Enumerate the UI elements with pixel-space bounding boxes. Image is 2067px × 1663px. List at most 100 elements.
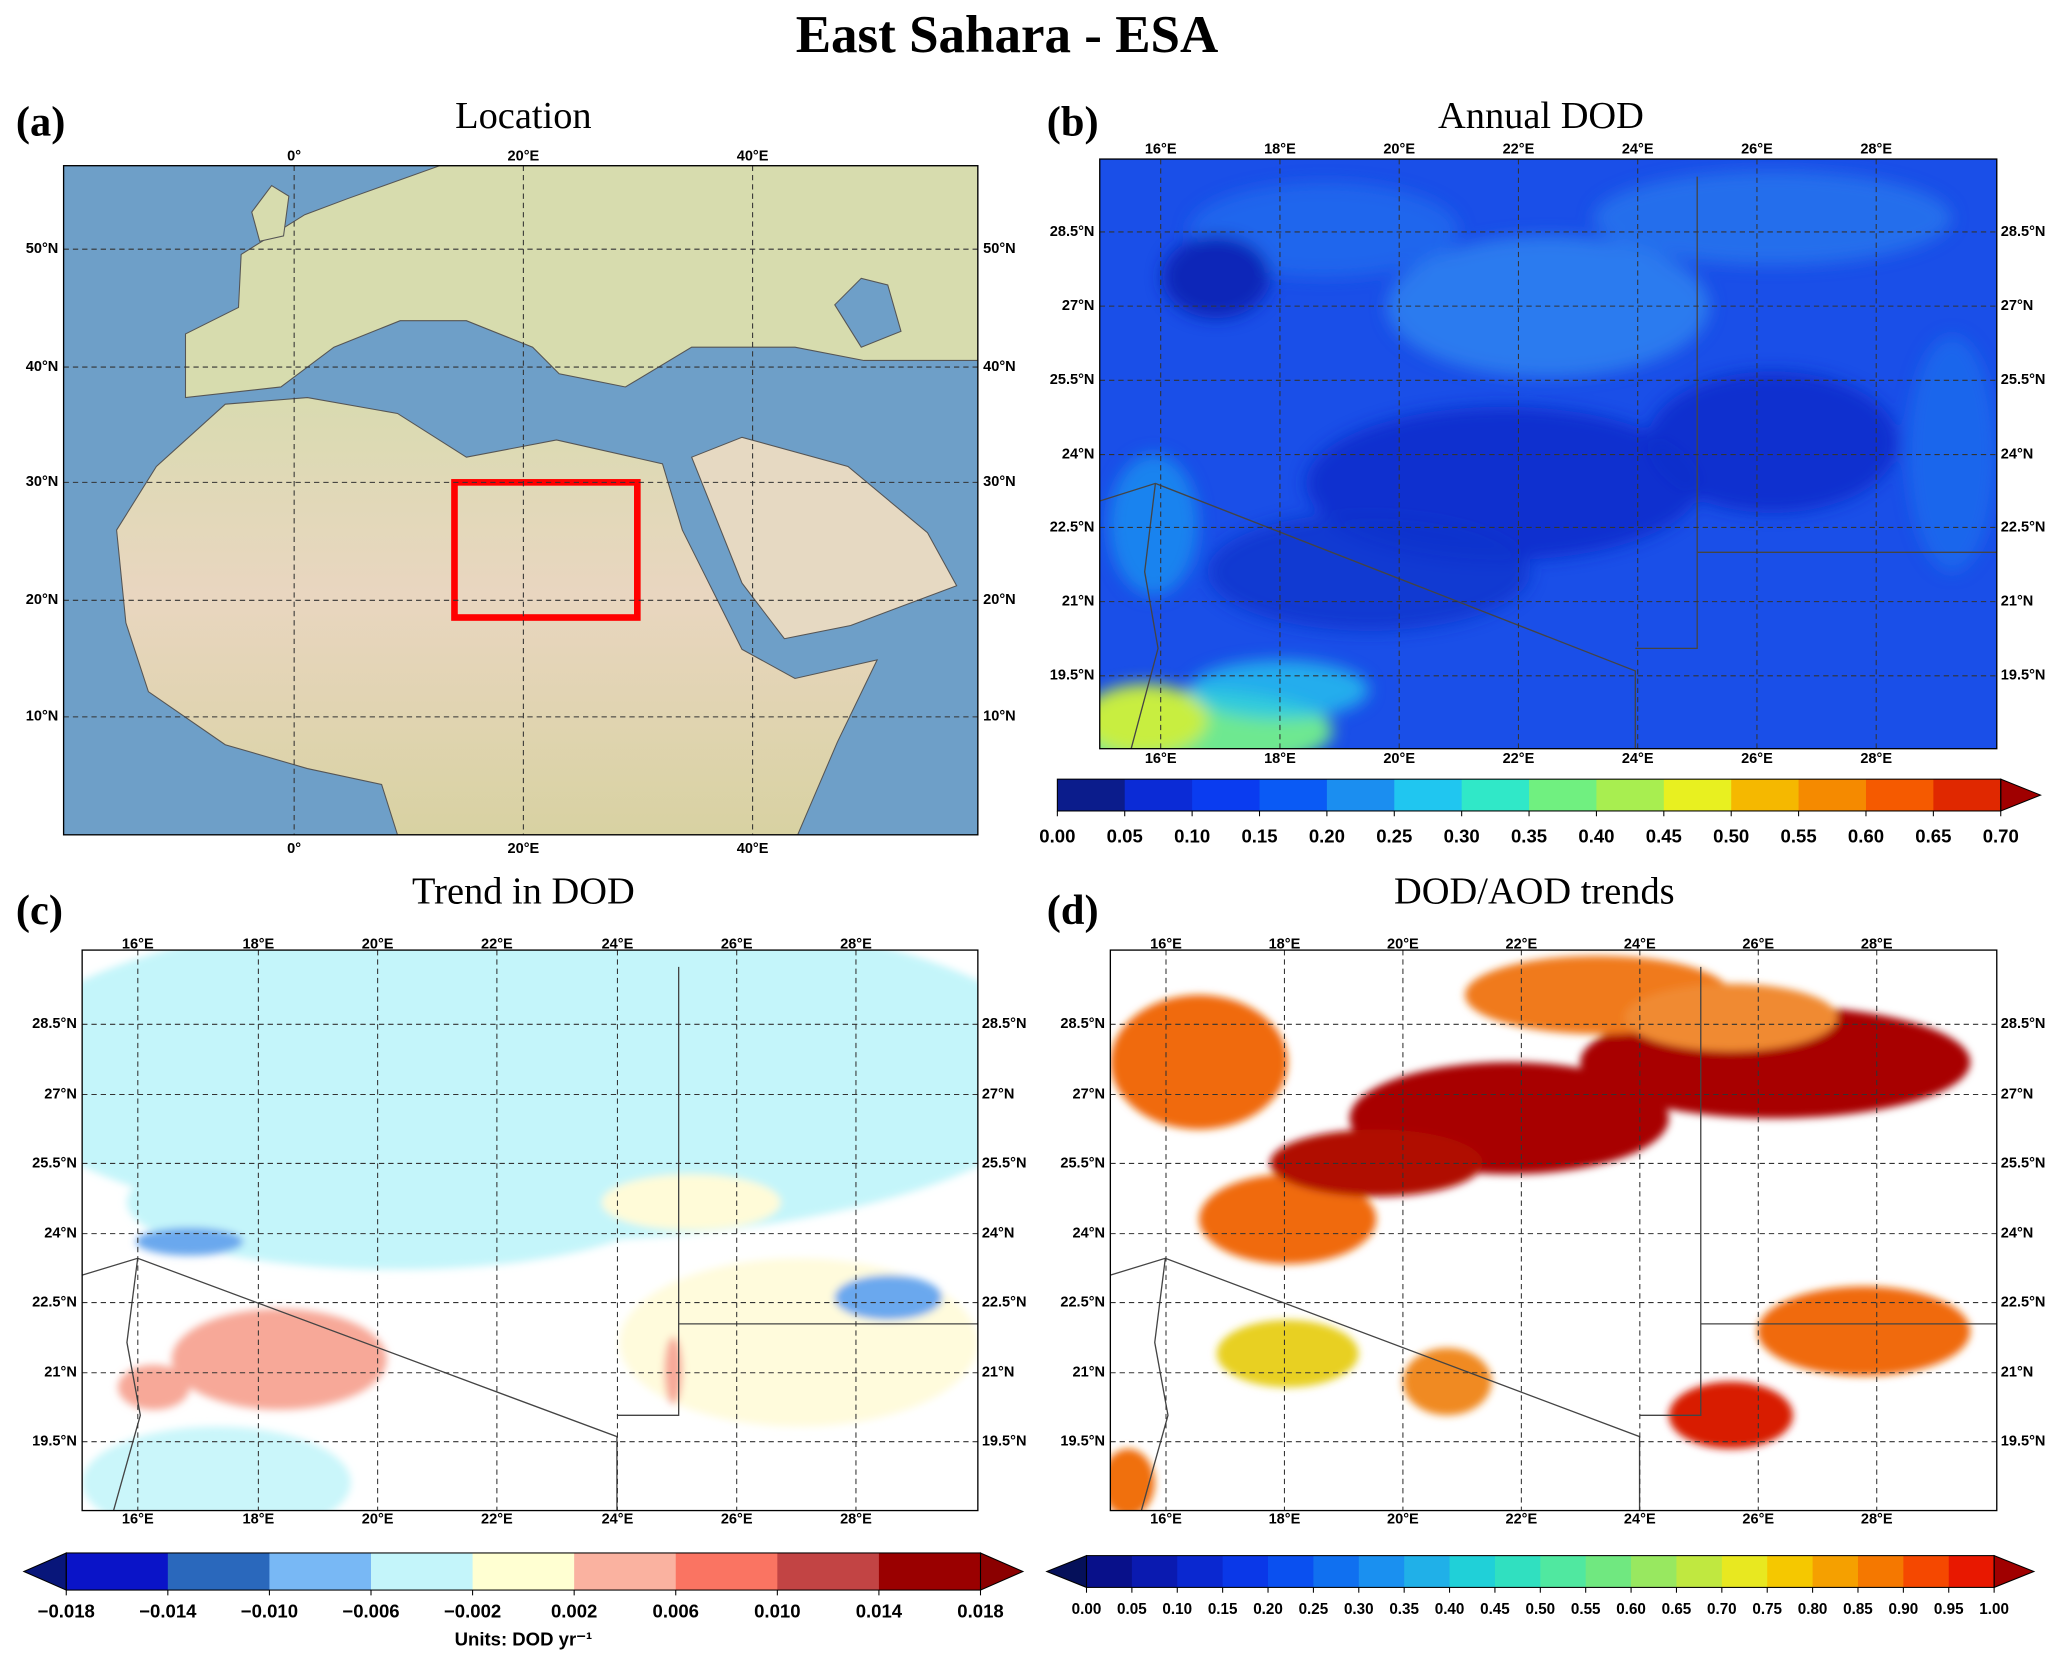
lat-label: 21°N: [44, 1365, 77, 1381]
lon-label: 28°E: [840, 937, 872, 953]
lon-label: 26°E: [1741, 142, 1773, 158]
map-patch: [1402, 1348, 1492, 1416]
colorbar-label: 0.55: [1571, 1601, 1601, 1618]
lat-label: 40°N: [983, 359, 1016, 375]
colorbar-box: [1767, 1555, 1813, 1588]
colorbar-label: 0.55: [1781, 825, 1817, 846]
colorbar-label: 0.05: [1117, 1601, 1147, 1618]
colorbar-box: [878, 1552, 981, 1591]
land: [690, 436, 958, 640]
lon-label: 24°E: [1624, 937, 1656, 953]
lat-label: 28.5°N: [1060, 1016, 1105, 1032]
colorbar-box: [1948, 1555, 1995, 1588]
lon-label: 20°E: [1387, 937, 1419, 953]
colorbar-label: 0.006: [653, 1600, 699, 1621]
colorbar-label: 0.10: [1162, 1601, 1192, 1618]
land: [184, 165, 978, 399]
colorbar-label: 0.60: [1616, 1601, 1646, 1618]
colorbar-box: [1192, 779, 1260, 811]
colorbar-box: [1313, 1555, 1360, 1588]
lat-label: 27°N: [1062, 298, 1095, 314]
lat-label: 28.5°N: [2001, 224, 2046, 240]
lon-label: 28°E: [1861, 937, 1893, 953]
colorbar-box: [1461, 779, 1530, 811]
map-patch: [834, 1275, 943, 1321]
lat-label: 22.5°N: [1060, 1294, 1105, 1310]
lat-label: 24°N: [2001, 1225, 2034, 1241]
colorbar-box: [371, 1552, 473, 1591]
panel: 16°E 16°E 18°E 18°E 20°E 20°E 22°E 22°E 24°E 24°E…: [1039, 95, 2045, 846]
lat-label: 19.5°N: [1060, 1434, 1105, 1450]
lon-label: 20°E: [507, 148, 539, 164]
lat-label: 22.5°N: [32, 1294, 77, 1310]
colorbar-box: [1057, 779, 1126, 811]
lon-label: 16°E: [1150, 1512, 1182, 1528]
colorbar-box: [574, 1552, 677, 1591]
colorbar-label: 0.010: [754, 1600, 800, 1621]
colorbar-box: [1394, 779, 1463, 811]
lon-label: 16°E: [1145, 142, 1177, 158]
map-patch: [171, 1308, 387, 1410]
lon-label: 26°E: [1741, 751, 1773, 767]
lat-label: 21°N: [1062, 593, 1095, 609]
lat-label: 30°N: [983, 474, 1016, 490]
colorbar-box: [1222, 1555, 1269, 1588]
colorbar-box: [1449, 1555, 1496, 1588]
colorbar-label: 0.50: [1525, 1601, 1555, 1618]
lon-label: 24°E: [602, 937, 634, 953]
colorbar-frame: [65, 1552, 982, 1591]
panel: 0° 0° 20°E 20°E 40°E 40°E 50°N 50°N 40°N 40°N 30°N…: [16, 95, 1016, 857]
lat-label: 27°N: [982, 1086, 1015, 1102]
colorbar-label: 0.30: [1344, 1601, 1374, 1618]
lat-label: 27°N: [44, 1086, 77, 1102]
lon-label: 26°E: [721, 1512, 753, 1528]
lon-label: 20°E: [1383, 751, 1415, 767]
colorbar-label: 0.75: [1752, 1601, 1782, 1618]
colorbar-label: 0.80: [1798, 1601, 1828, 1618]
country-border: [1639, 966, 1702, 1416]
colorbar-box: [1540, 1555, 1587, 1588]
colorbar-label: 0.70: [1707, 1601, 1737, 1618]
colorbar-box: [66, 1552, 169, 1591]
lon-label: 20°E: [1383, 142, 1415, 158]
lat-label: 24°N: [2001, 446, 2034, 462]
lat-label: 10°N: [26, 709, 59, 725]
map-patch: [1624, 983, 1838, 1051]
country-border: [82, 1257, 618, 1511]
colorbar-label: 0.45: [1646, 825, 1682, 846]
lat-label: 27°N: [1073, 1086, 1106, 1102]
lon-label: 28°E: [1860, 142, 1892, 158]
colorbar-label: 0.20: [1309, 825, 1345, 846]
panel-label: (c): [16, 887, 63, 934]
colorbar-box: [1326, 779, 1395, 811]
map: [1099, 159, 1997, 749]
colorbar-box: [1676, 1555, 1723, 1588]
lat-label: 19.5°N: [2001, 1434, 2046, 1450]
colorbar-box: [1358, 1555, 1405, 1588]
lat-label: 30°N: [26, 474, 59, 490]
lon-label: 22°E: [1503, 751, 1535, 767]
colorbar-label: 0.60: [1848, 825, 1884, 846]
lon-label: 0°: [287, 841, 301, 857]
lat-label: 25.5°N: [982, 1155, 1027, 1171]
sea: [834, 277, 902, 348]
colorbar-box: [1585, 1555, 1632, 1588]
map-frame: [81, 949, 979, 1512]
colorbar-label: 0.65: [1915, 825, 1951, 846]
country-border: [1140, 1258, 1169, 1511]
colorbar-label: 0.018: [957, 1600, 1003, 1621]
lon-label: 24°E: [1622, 142, 1654, 158]
lon-label: 24°E: [1624, 1512, 1656, 1528]
colorbar-label: 0.85: [1843, 1601, 1873, 1618]
lon-label: 18°E: [1264, 142, 1296, 158]
panel-title: Location: [455, 95, 592, 137]
lat-label: 28.5°N: [982, 1016, 1027, 1032]
map-frame: [1099, 158, 1998, 750]
colorbar-label: −0.006: [342, 1600, 399, 1621]
map: [63, 165, 978, 835]
map-patch: [1110, 994, 1288, 1130]
colorbar-box: [1812, 1555, 1859, 1588]
lon-label: 18°E: [1269, 1512, 1301, 1528]
